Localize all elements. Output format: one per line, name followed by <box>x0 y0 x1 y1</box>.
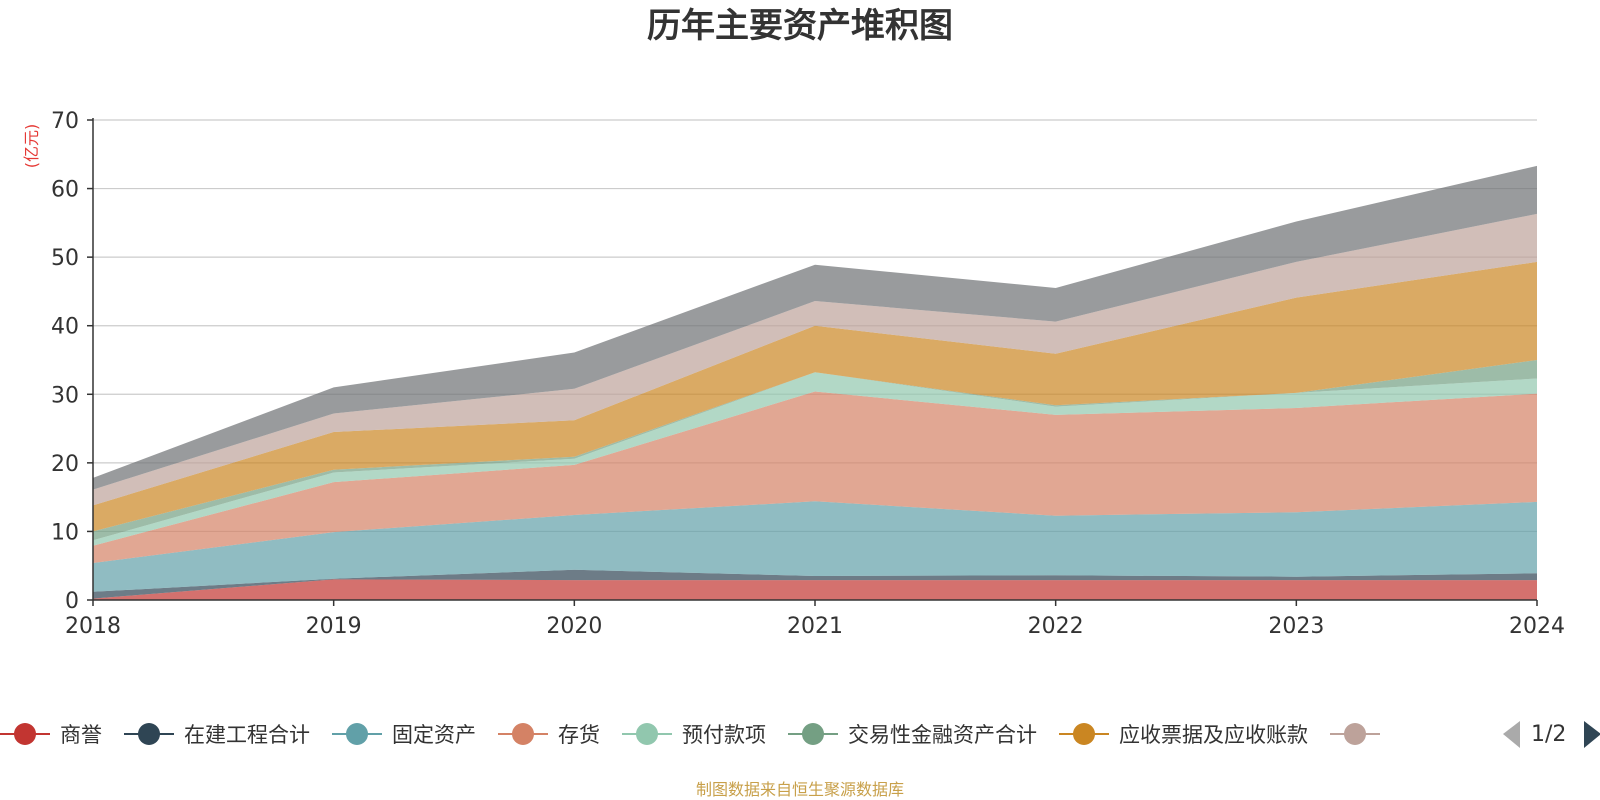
area-series-4 <box>93 372 1537 546</box>
legend-label-6: 应收票据及应收账款 <box>1119 723 1308 747</box>
y-tick-label-10: 10 <box>51 520 79 545</box>
data-source-footer: 制图数据来自恒生聚源数据库 <box>696 780 904 799</box>
legend-item-5[interactable]: 交易性金融资产合计 <box>788 723 1037 747</box>
area-series-7 <box>93 213 1537 506</box>
legend: 商誉 在建工程合计 固定资产 存货 预付款项 交易性金融资产合计 应收票据及应收账款 <box>0 723 1380 747</box>
y-tick-label-60: 60 <box>51 178 79 203</box>
y-tick-label-50: 50 <box>51 246 79 271</box>
legend-marker-3 <box>512 723 534 745</box>
legend-label-2: 固定资产 <box>392 723 476 747</box>
legend-item-1[interactable]: 在建工程合计 <box>124 723 310 747</box>
legend-item-0[interactable]: 商誉 <box>0 723 102 747</box>
legend-marker-2 <box>346 723 368 745</box>
area-series-0 <box>93 579 1537 600</box>
legend-item-3[interactable]: 存货 <box>498 723 600 747</box>
legend-marker-0 <box>14 723 36 745</box>
y-tick-label-20: 20 <box>51 452 79 477</box>
y-axis-unit-label: (亿元) <box>22 124 41 169</box>
x-tick-label-2022: 2022 <box>1028 614 1084 639</box>
y-tick-label-0: 0 <box>65 589 79 614</box>
x-tick-label-2019: 2019 <box>306 614 362 639</box>
legend-marker-6 <box>1073 723 1095 745</box>
x-tick-label-2023: 2023 <box>1268 614 1324 639</box>
legend-item-4[interactable]: 预付款项 <box>622 723 766 747</box>
area-series-2 <box>93 501 1537 592</box>
area-series-1 <box>93 569 1537 599</box>
chart-title: 历年主要资产堆积图 <box>647 6 953 46</box>
legend-label-0: 商誉 <box>60 723 102 747</box>
y-tick-label-40: 40 <box>51 315 79 340</box>
stacked-areas <box>93 165 1537 600</box>
legend-pager: 1/2 <box>1503 721 1600 748</box>
legend-marker-4 <box>636 723 658 745</box>
legend-next-page-icon[interactable] <box>1584 721 1600 748</box>
area-series-6 <box>93 261 1537 532</box>
legend-page-indicator: 1/2 <box>1531 722 1566 747</box>
y-tick-label-30: 30 <box>51 383 79 408</box>
y-tick-label-70: 70 <box>51 109 79 134</box>
legend-marker-7 <box>1344 723 1366 745</box>
legend-marker-1 <box>138 723 160 745</box>
x-tick-label-2024: 2024 <box>1509 614 1565 639</box>
legend-label-3: 存货 <box>558 723 600 747</box>
area-series-3 <box>93 391 1537 563</box>
x-tick-labels: 2018 2019 2020 2021 2022 2023 2024 <box>65 600 1565 639</box>
x-tick-label-2021: 2021 <box>787 614 843 639</box>
legend-item-2[interactable]: 固定资产 <box>332 723 476 747</box>
legend-prev-page-icon[interactable] <box>1503 721 1520 748</box>
legend-item-7[interactable] <box>1330 723 1380 745</box>
legend-item-6[interactable]: 应收票据及应收账款 <box>1059 723 1308 747</box>
legend-label-4: 预付款项 <box>682 723 766 747</box>
legend-label-5: 交易性金融资产合计 <box>848 723 1037 747</box>
y-tick-labels: 0 10 20 30 40 50 60 70 <box>51 109 93 614</box>
x-tick-label-2018: 2018 <box>65 614 121 639</box>
legend-label-1: 在建工程合计 <box>184 723 310 747</box>
x-tick-label-2020: 2020 <box>546 614 602 639</box>
legend-marker-5 <box>802 723 824 745</box>
